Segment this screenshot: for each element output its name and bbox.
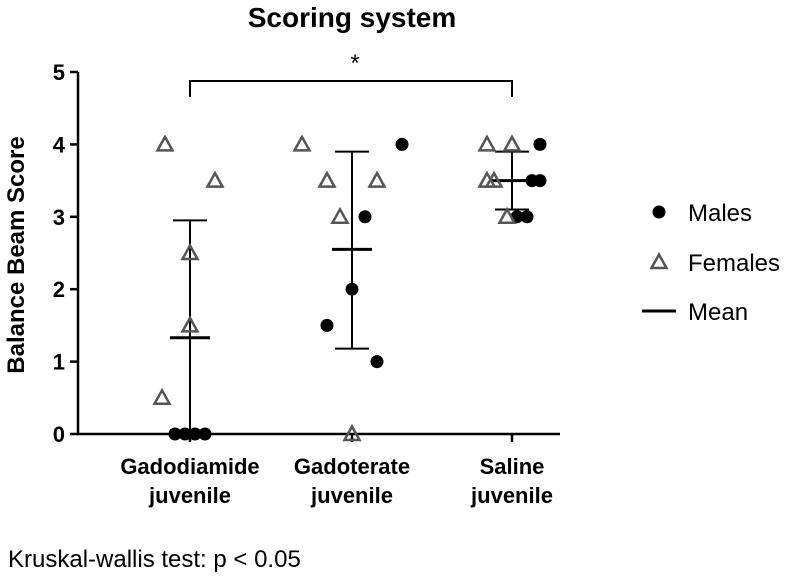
y-tick-label: 1 bbox=[53, 350, 65, 375]
x-tick-label: Gadodiamide bbox=[120, 454, 259, 479]
legend-female-marker bbox=[649, 251, 669, 270]
mean-error-bars bbox=[170, 150, 532, 434]
female-point bbox=[205, 170, 225, 188]
legend-label: Females bbox=[688, 250, 780, 277]
footnote: Kruskal-wallis test: p < 0.05 bbox=[8, 546, 301, 573]
female-point bbox=[180, 315, 200, 333]
male-point bbox=[533, 137, 547, 151]
legend: Males Females Mean bbox=[642, 200, 780, 326]
female-point bbox=[497, 206, 517, 225]
female-point bbox=[502, 134, 522, 152]
y-tick-label: 5 bbox=[53, 60, 65, 85]
female-point bbox=[484, 170, 504, 188]
male-point bbox=[358, 210, 372, 224]
legend-male-marker bbox=[652, 205, 666, 219]
female-point bbox=[292, 134, 312, 152]
male-point bbox=[345, 282, 359, 296]
legend-label: Males bbox=[688, 200, 752, 227]
y-axis-label: Balance Beam Score bbox=[3, 136, 30, 373]
male-point bbox=[168, 427, 182, 441]
male-point bbox=[198, 427, 212, 441]
female-point bbox=[152, 387, 172, 406]
male-point bbox=[320, 318, 334, 332]
female-point bbox=[317, 170, 337, 188]
male-point bbox=[395, 137, 409, 151]
female-point bbox=[342, 423, 362, 442]
chart-title: Scoring system bbox=[248, 2, 457, 33]
bracket-line bbox=[189, 80, 513, 97]
female-point bbox=[367, 170, 387, 188]
female-point bbox=[330, 206, 350, 225]
x-tick-label: juvenile bbox=[310, 483, 393, 508]
male-point bbox=[370, 355, 384, 369]
x-tick-label: Gadoterate bbox=[294, 454, 410, 479]
male-point bbox=[188, 427, 202, 441]
male-point bbox=[533, 174, 547, 188]
axes: 0 1 2 3 4 5 Gadodiamide juvenile Gadoterate juven… bbox=[53, 60, 560, 508]
y-tick-label: 0 bbox=[53, 422, 65, 447]
x-tick-label: juvenile bbox=[148, 483, 231, 508]
y-tick-label: 4 bbox=[53, 132, 66, 157]
legend-label: Mean bbox=[688, 299, 748, 326]
x-tick-label: Saline bbox=[480, 454, 545, 479]
y-tick-label: 3 bbox=[53, 205, 65, 230]
female-point bbox=[155, 134, 175, 152]
female-point bbox=[477, 134, 497, 152]
male-point bbox=[178, 427, 192, 441]
data-points bbox=[152, 134, 547, 442]
female-point bbox=[180, 242, 200, 261]
significance-bracket: * bbox=[189, 50, 513, 97]
x-tick-label: juvenile bbox=[470, 483, 553, 508]
y-tick-label: 2 bbox=[53, 277, 65, 302]
significance-label: * bbox=[350, 50, 359, 77]
male-point bbox=[520, 210, 534, 224]
